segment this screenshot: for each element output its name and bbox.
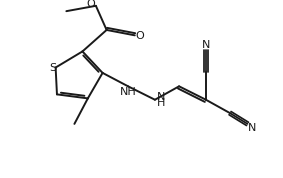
Text: N: N [248,124,256,134]
Text: NH: NH [120,87,137,97]
Text: N: N [156,92,165,102]
Text: S: S [49,62,56,72]
Text: O: O [135,31,144,41]
Text: N: N [202,40,210,50]
Text: H: H [156,98,165,109]
Text: O: O [87,0,95,9]
